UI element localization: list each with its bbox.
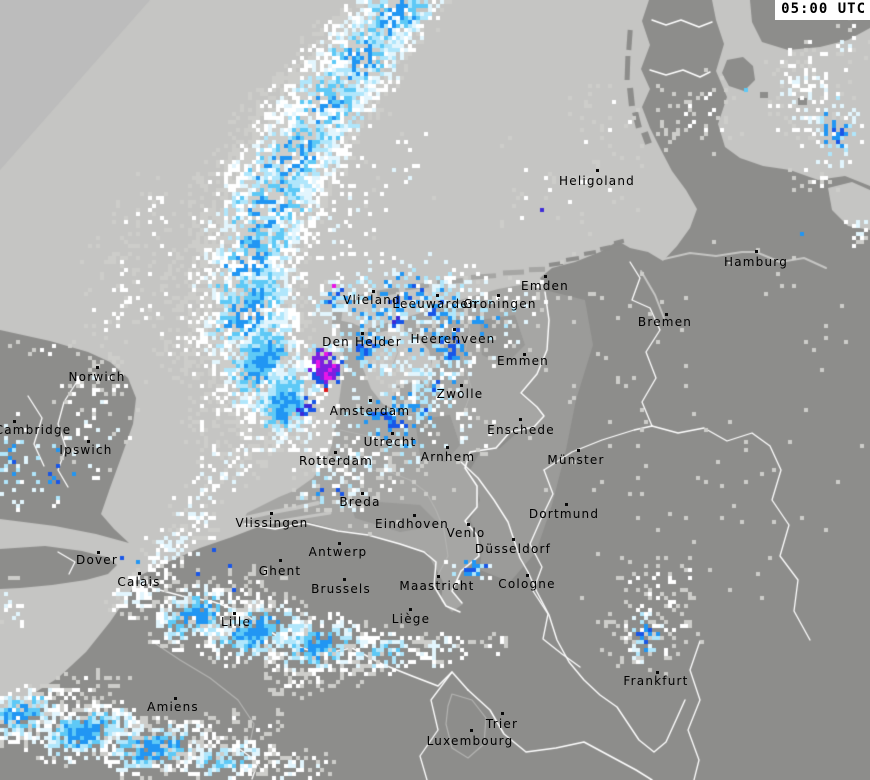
- city-label: Leeuwarden: [392, 297, 478, 311]
- city-dot: [596, 169, 599, 172]
- city-dot: [409, 608, 412, 611]
- city-label: Vlissingen: [235, 516, 309, 530]
- city-dot: [497, 294, 500, 297]
- city-dot: [87, 440, 90, 443]
- city-dot: [270, 512, 273, 515]
- city-dot: [544, 275, 547, 278]
- city-dot: [361, 492, 364, 495]
- city-dot: [338, 542, 341, 545]
- city-label: Dortmund: [528, 507, 600, 521]
- city-label: Brussels: [311, 582, 371, 596]
- city-dot: [565, 503, 568, 506]
- city-label: Enschede: [487, 423, 555, 437]
- city-dot: [470, 729, 473, 732]
- city-dot: [334, 451, 337, 454]
- timestamp-badge: 05:00 UTC: [775, 0, 870, 20]
- city-label: Arnhem: [420, 450, 476, 464]
- city-label: Frankfurt: [623, 674, 689, 688]
- city-label: Emmen: [497, 354, 549, 368]
- city-label: Norwich: [68, 370, 126, 384]
- city-label: Trier: [485, 717, 519, 731]
- city-label: Vlieland: [343, 293, 401, 307]
- city-dot: [436, 294, 439, 297]
- city-label: Emden: [521, 279, 569, 293]
- city-label: Liège: [391, 612, 431, 626]
- city-dot: [453, 328, 456, 331]
- city-dot: [501, 712, 504, 715]
- city-label: Eindhoven: [375, 517, 449, 531]
- city-dot: [446, 446, 449, 449]
- city-label: Cologne: [498, 577, 556, 591]
- city-label: Antwerp: [308, 545, 368, 559]
- city-label: Dover: [76, 553, 118, 567]
- city-dot: [233, 612, 236, 615]
- city-label: Lille: [220, 615, 252, 629]
- city-label: Luxembourg: [426, 734, 514, 748]
- city-dot: [523, 353, 526, 356]
- city-dot: [413, 514, 416, 517]
- city-dot: [13, 420, 16, 423]
- city-label: Rotterdam: [298, 454, 374, 468]
- city-dot: [526, 574, 529, 577]
- city-dot: [656, 671, 659, 674]
- city-dot: [369, 399, 372, 402]
- city-dot: [279, 559, 282, 562]
- city-label: Cambridge: [0, 423, 72, 437]
- city-dot: [437, 575, 440, 578]
- city-label: Venlo: [446, 526, 486, 540]
- city-dot: [577, 449, 580, 452]
- city-label: Heerenveen: [410, 332, 496, 346]
- city-label: Bremen: [637, 315, 693, 329]
- city-label: Münster: [547, 453, 605, 467]
- city-label: Groningen: [463, 297, 537, 311]
- city-dot: [174, 697, 177, 700]
- city-label: Düsseldorf: [474, 542, 552, 556]
- city-dot: [512, 538, 515, 541]
- city-dot: [665, 313, 668, 316]
- city-label: Amiens: [147, 700, 199, 714]
- city-dot: [138, 572, 141, 575]
- city-label: Maastricht: [399, 579, 475, 593]
- city-dot: [519, 418, 522, 421]
- city-label: Utrecht: [363, 435, 417, 449]
- city-dot: [97, 551, 100, 554]
- city-dot: [372, 290, 375, 293]
- city-label: Amsterdam: [329, 404, 411, 418]
- city-dot: [467, 523, 470, 526]
- city-label: Calais: [117, 575, 161, 589]
- city-dot: [361, 332, 364, 335]
- city-label: Den Helder: [322, 335, 402, 349]
- city-label: Heligoland: [559, 174, 635, 188]
- city-dot: [460, 384, 463, 387]
- city-dot: [755, 250, 758, 253]
- city-dot: [343, 578, 346, 581]
- city-label: Hamburg: [723, 255, 789, 269]
- city-label: Ghent: [258, 564, 302, 578]
- city-dot: [96, 366, 99, 369]
- city-label: Breda: [339, 495, 381, 509]
- city-label: Ipswich: [59, 443, 113, 457]
- city-dot: [391, 432, 394, 435]
- city-label: Zwolle: [436, 387, 484, 401]
